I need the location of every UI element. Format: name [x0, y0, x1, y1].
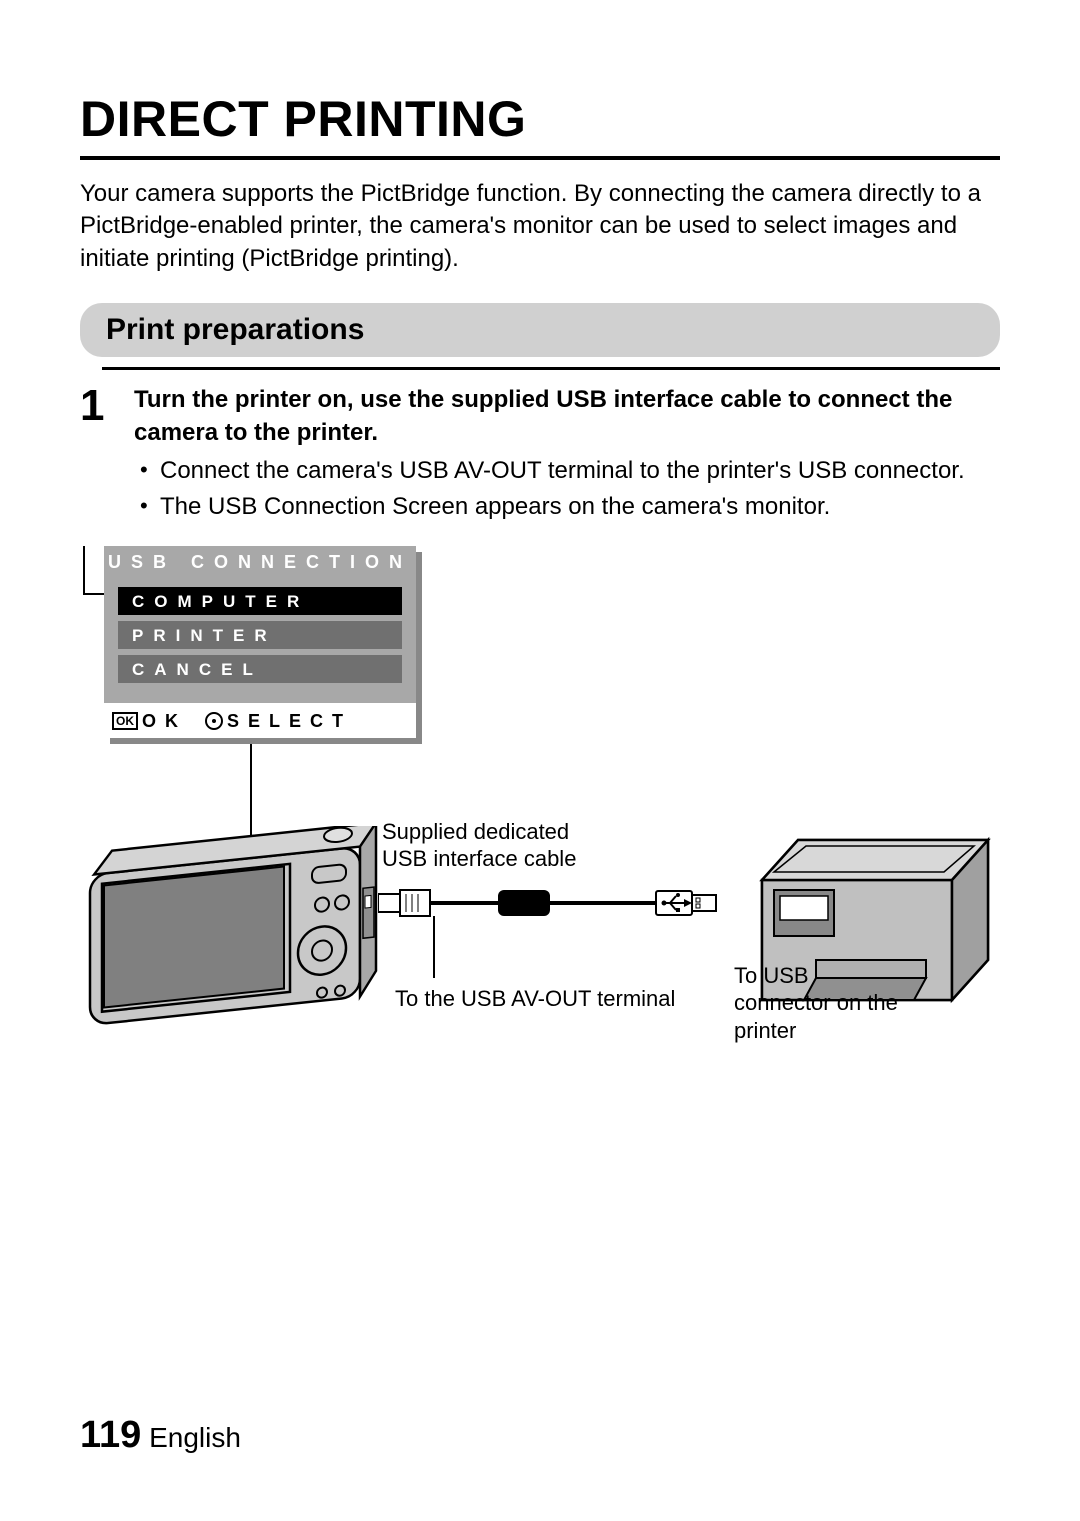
title-divider	[80, 156, 1000, 160]
lcd-footer: OK OK SELECT	[104, 703, 416, 738]
page-title: DIRECT PRINTING	[80, 90, 1000, 148]
camera-illustration	[80, 826, 390, 1046]
camera-lcd-screen: USB CONNECTION COMPUTER PRINTER CANCEL O…	[104, 546, 416, 738]
printer-usb-line: To USB	[734, 963, 809, 988]
leader-line	[433, 916, 435, 978]
usb-cable-illustration	[378, 876, 738, 936]
lcd-option-printer: PRINTER	[118, 621, 402, 649]
step-instruction: Turn the printer on, use the supplied US…	[134, 384, 1000, 449]
page-number: 119	[80, 1414, 141, 1456]
printer-usb-label: To USB connector on the printer	[734, 962, 898, 1045]
lcd-title: USB CONNECTION	[104, 546, 416, 577]
cable-label-line1: Supplied dedicated	[382, 819, 569, 844]
cable-label-line2: USB interface cable	[382, 846, 576, 871]
section-divider	[102, 367, 1000, 370]
ok-badge-icon: OK	[112, 712, 138, 730]
step-bullet: Connect the camera's USB AV-OUT terminal…	[134, 455, 1000, 487]
selector-ring-icon	[205, 712, 223, 730]
step-number: 1	[80, 384, 120, 528]
lcd-option-cancel: CANCEL	[118, 655, 402, 683]
intro-paragraph: Your camera supports the PictBridge func…	[80, 178, 1000, 275]
lcd-select-label: SELECT	[227, 711, 352, 732]
printer-usb-line: printer	[734, 1018, 796, 1043]
step-bullet: The USB Connection Screen appears on the…	[134, 491, 1000, 523]
page-footer: 119 English	[80, 1414, 241, 1457]
lcd-option-computer: COMPUTER	[118, 587, 402, 615]
page-language: English	[149, 1422, 241, 1453]
printer-usb-line: connector on the	[734, 990, 898, 1015]
step-block: 1 Turn the printer on, use the supplied …	[80, 384, 1000, 528]
avout-label: To the USB AV-OUT terminal	[395, 986, 675, 1012]
cable-label: Supplied dedicated USB interface cable	[382, 818, 576, 873]
connection-diagram: USB CONNECTION COMPUTER PRINTER CANCEL O…	[80, 546, 1000, 1126]
lcd-ok-label: OK	[142, 711, 187, 732]
section-header: Print preparations	[80, 303, 1000, 357]
